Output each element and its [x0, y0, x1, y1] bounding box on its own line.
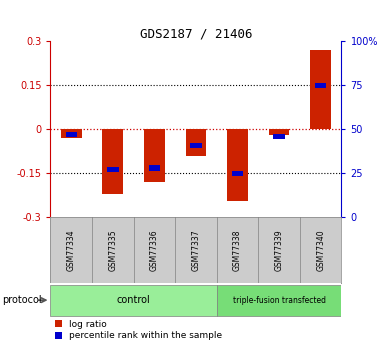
Text: GSM77336: GSM77336 — [150, 229, 159, 271]
Bar — [268, 129, 289, 135]
Bar — [217, 285, 341, 316]
Bar — [185, 129, 206, 156]
Bar — [107, 167, 118, 172]
Bar — [66, 132, 77, 137]
Text: control: control — [117, 295, 151, 305]
Bar — [310, 50, 331, 129]
Legend: log ratio, percentile rank within the sample: log ratio, percentile rank within the sa… — [55, 320, 223, 341]
Bar — [227, 129, 248, 201]
Text: GSM77339: GSM77339 — [275, 229, 284, 271]
Bar — [232, 171, 243, 176]
Text: protocol: protocol — [2, 295, 42, 305]
Bar — [149, 166, 160, 171]
Title: GDS2187 / 21406: GDS2187 / 21406 — [140, 27, 252, 40]
Text: GSM77337: GSM77337 — [191, 229, 201, 271]
Bar — [144, 129, 165, 182]
Bar — [315, 83, 326, 88]
Text: GSM77340: GSM77340 — [316, 229, 325, 271]
Bar — [50, 285, 217, 316]
Bar — [61, 129, 81, 138]
Text: triple-fusion transfected: triple-fusion transfected — [232, 296, 326, 305]
Bar — [274, 134, 285, 139]
Text: GSM77334: GSM77334 — [67, 229, 76, 271]
Text: GSM77338: GSM77338 — [233, 229, 242, 271]
Bar — [102, 129, 123, 194]
Bar — [190, 142, 202, 148]
Text: GSM77335: GSM77335 — [108, 229, 117, 271]
